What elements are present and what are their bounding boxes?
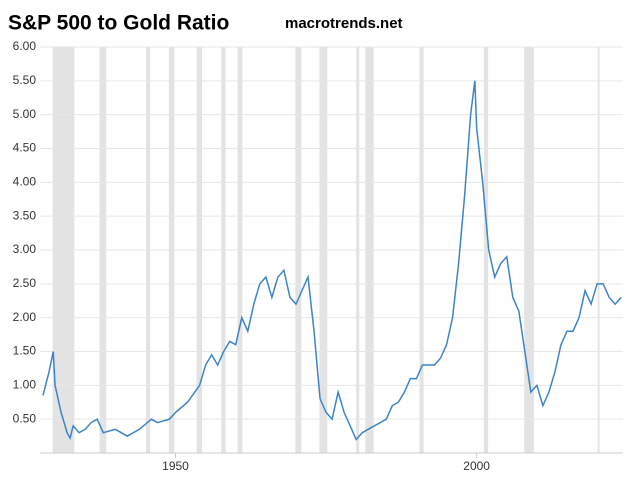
y-tick-label: 4.00 (13, 175, 37, 189)
brand: macrotrends.net (285, 15, 403, 32)
y-tick-label: 4.50 (13, 141, 37, 155)
y-tick-label: 3.00 (13, 242, 37, 256)
y-tick-label: 2.00 (13, 310, 37, 324)
x-tick-label: 1950 (162, 459, 189, 473)
x-tick-label: 2000 (463, 459, 490, 473)
y-tick-label: 6.00 (13, 39, 37, 53)
y-tick-label: 3.50 (13, 208, 37, 222)
y-tick-label: 1.50 (13, 344, 37, 358)
y-tick-label: 0.50 (13, 411, 37, 425)
y-tick-label: 2.50 (13, 276, 37, 290)
y-tick-label: 5.00 (13, 107, 37, 121)
y-tick-label: 5.50 (13, 73, 37, 87)
chart-title: S&P 500 to Gold Ratio (8, 12, 229, 35)
data-line (42, 80, 622, 441)
y-tick-label: 1.00 (13, 378, 37, 392)
